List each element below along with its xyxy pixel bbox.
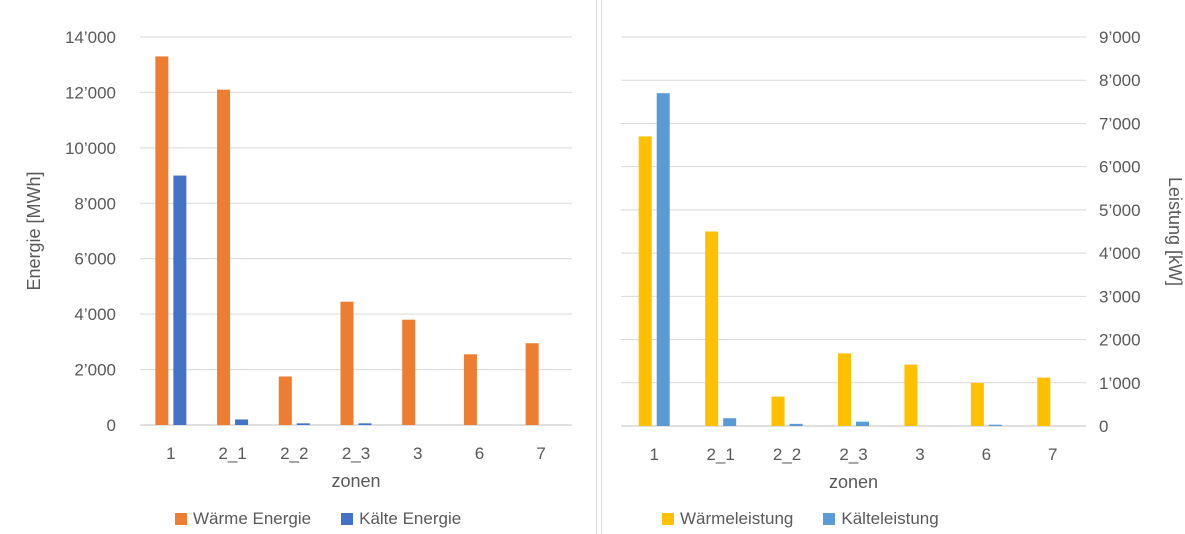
legend-item-waermeleistung: Wärmeleistung [662,509,793,529]
y-axis-title: Energie [MWh] [24,171,44,290]
bar-w-rmeleistung-2-2 [771,396,785,426]
bar-w-rmeleistung-6 [970,382,984,426]
legend-swatch-kaelte-energie [341,513,354,525]
y-tick-label: 1’000 [1099,374,1141,393]
x-tick-label: 7 [1048,445,1057,464]
y-tick-label: 14’000 [65,28,116,47]
leistung-chart-panel: 0 1’000 2’000 3’000 4’000 5’000 6’000 7’000 8’00… [601,0,1185,534]
x-tick-label: 2_1 [706,445,734,464]
y-tick-label: 6’000 [74,250,116,269]
leistung-chart: 0 1’000 2’000 3’000 4’000 5’000 6’000 7’000 8’00… [621,28,1185,492]
y-tick-label: 8’000 [1099,71,1141,90]
bar-w-rme-energie-1 [155,56,169,426]
bar-w-rme-energie-2-3 [340,301,354,425]
legend-label-kaelteleistung: Kälteleistung [841,509,939,528]
x-tick-label: 2_2 [280,444,308,463]
bar-w-rme-energie-6 [463,354,477,425]
y-tick-label: 6’000 [1099,158,1141,177]
y-tick-label: 9’000 [1099,28,1141,47]
x-tick-label: 2_2 [773,445,801,464]
bar-w-rme-energie-7 [525,343,539,425]
x-tick-label: 2_3 [342,444,370,463]
bar-w-rmeleistung-1 [638,136,652,426]
y-tick-label: 2’000 [74,361,116,380]
bar-k-lte-energie-1 [173,175,187,425]
leistung-chart-legend: Wärmeleistung Kälteleistung [662,509,939,529]
x-tick-label: 6 [475,444,484,463]
x-tick-label: 7 [536,444,545,463]
x-axis-title: zonen [331,471,380,491]
bar-w-rmeleistung-2-1 [705,231,719,426]
bar-k-lteleistung-2-1 [723,418,737,426]
y-tick-label: 3’000 [1099,287,1141,306]
bar-w-rme-energie-2-1 [217,89,231,426]
x-tick-label: 1 [649,445,658,464]
y-tick-label: 0 [107,416,116,435]
bar-k-lteleistung-1 [656,93,670,426]
energy-chart-panel: 0 2’000 4’000 6’000 8’000 10’000 12’000 14’000 1… [24,0,597,534]
legend-label-waerme-energie: Wärme Energie [193,509,312,528]
legend-label-kaelte-energie: Kälte Energie [359,509,462,528]
bar-w-rme-energie-3 [402,319,416,425]
bar-k-lteleistung-2-3 [856,421,869,426]
y-tick-label: 8’000 [74,194,116,213]
legend-label-waermeleistung: Wärmeleistung [680,509,794,528]
y-tick-label: 12’000 [65,83,116,102]
legend-swatch-waerme-energie [175,513,187,525]
y-tick-label: 4’000 [1099,244,1141,263]
x-tick-label: 1 [166,444,175,463]
energy-chart: 0 2’000 4’000 6’000 8’000 10’000 12’000 14’000 1… [24,28,572,491]
y-tick-label: 5’000 [1099,201,1141,220]
bar-w-rmeleistung-3 [904,364,918,426]
bar-k-lte-energie-2-1 [235,419,249,425]
bar-k-lteleistung-2-2 [789,423,803,426]
energy-chart-legend: Wärme Energie Kälte Energie [175,509,461,529]
x-tick-label: 2_3 [839,445,867,464]
y-tick-label: 2’000 [1099,331,1141,350]
bar-k-lte-energie-2-2 [296,423,310,425]
x-tick-label: 3 [413,444,422,463]
bar-w-rmeleistung-2-3 [838,353,851,426]
y-axis-title: Leistung [kW] [1165,177,1185,286]
x-tick-label: 3 [915,445,924,464]
x-axis-title: zonen [829,472,878,492]
bar-w-rmeleistung-7 [1037,377,1051,426]
x-tick-label: 2_1 [218,444,246,463]
bar-k-lte-energie-2-3 [358,423,372,425]
y-tick-label: 4’000 [74,305,116,324]
y-tick-label: 0 [1099,417,1108,436]
bar-w-rme-energie-2-2 [278,376,292,425]
y-tick-label: 10’000 [65,139,116,158]
bar-k-lteleistung-6 [988,424,1002,426]
y-tick-label: 7’000 [1099,114,1141,133]
legend-swatch-kaelteleistung [823,513,836,525]
legend-swatch-waermeleistung [662,513,674,525]
legend-item-waerme-energie: Wärme Energie [175,509,311,529]
legend-item-kaelte-energie: Kälte Energie [341,509,461,529]
x-tick-label: 6 [982,445,991,464]
legend-item-kaelteleistung: Kälteleistung [823,509,939,529]
